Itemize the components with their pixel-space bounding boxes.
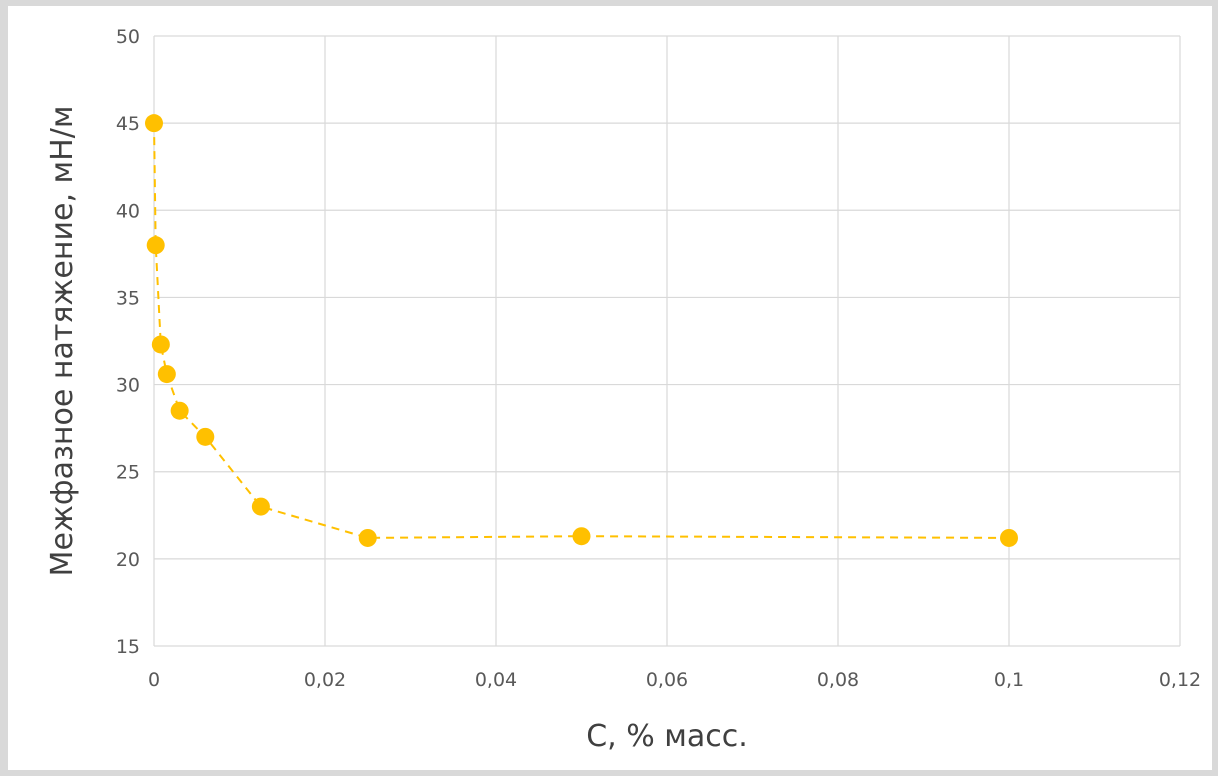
y-tick-label: 20 [116,549,140,571]
chart-frame: 0 0,02 0,04 0,06 0,08 0,1 0,12 15 20 25 30 35 40 45 5… [8,6,1212,770]
data-point [145,114,163,133]
data-point [251,497,270,516]
data-point [572,527,591,546]
x-axis-title: С, % масс. [586,719,748,754]
x-tick-label: 0,08 [817,669,859,691]
x-tick-label: 0,02 [304,669,346,691]
series-layer [145,114,1018,547]
chart-svg: 0 0,02 0,04 0,06 0,08 0,1 0,12 15 20 25 30 35 40 45 5… [45,26,1201,754]
y-tick-label: 15 [116,636,140,658]
gridlines [153,35,1181,647]
y-tick-label: 25 [116,462,140,484]
x-tick-label: 0,1 [994,669,1024,691]
y-tick-label: 40 [116,200,140,222]
x-tick-label: 0,04 [475,669,517,691]
data-point [170,401,189,420]
data-point [157,365,176,384]
series-line [153,123,1010,539]
y-tick-labels: 15 20 25 30 35 40 45 50 [116,26,140,658]
y-tick-label: 35 [116,287,140,309]
x-tick-label: 0,06 [646,669,688,691]
data-point [1000,528,1018,547]
y-tick-label: 45 [116,113,140,135]
x-tick-labels: 0 0,02 0,04 0,06 0,08 0,1 0,12 [148,669,1201,691]
x-tick-label: 0 [148,669,160,691]
y-tick-label: 50 [116,26,140,48]
data-point [358,528,377,547]
y-tick-label: 30 [116,375,140,397]
data-point [151,335,170,354]
x-tick-label: 0,12 [1159,669,1201,691]
y-axis-title: Межфазное натяжение, мН/м [45,106,80,577]
data-point [196,427,215,446]
data-point [146,236,165,255]
